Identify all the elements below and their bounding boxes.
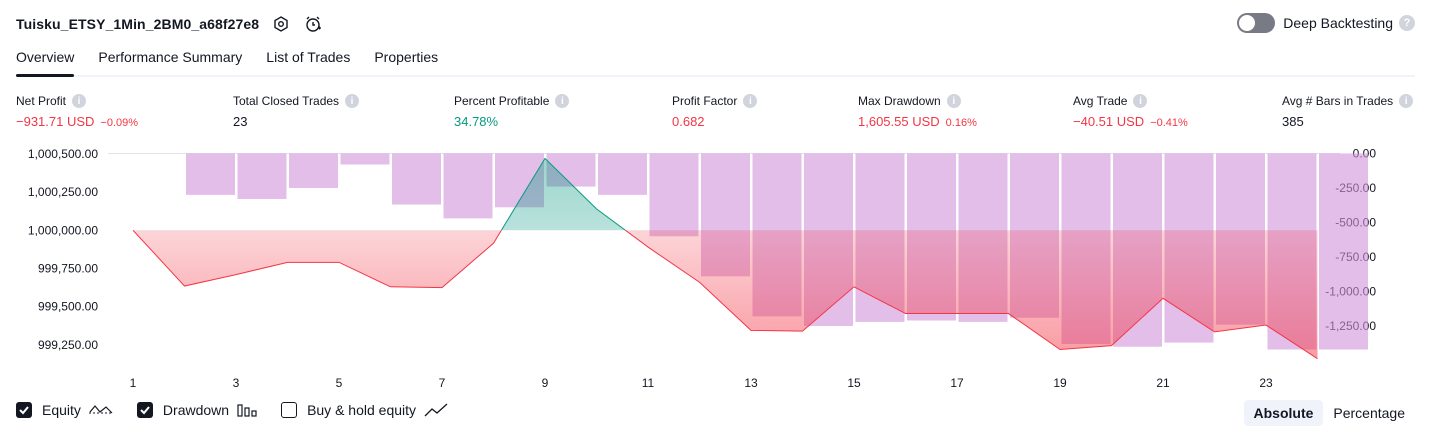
metric-value: 0.682 <box>672 114 705 129</box>
x-tick-label: 15 <box>847 376 861 390</box>
x-tick-label: 7 <box>439 376 446 390</box>
equity-drawdown-chart[interactable]: 1,000,500.00 1,000,250.00 1,000,000.00 999,… <box>0 136 1431 394</box>
legend-drawdown-label: Drawdown <box>163 402 229 418</box>
x-tick-label: 9 <box>542 376 549 390</box>
x-tick-label: 5 <box>336 376 343 390</box>
bar-chart-icon <box>237 402 257 418</box>
metric-percent: −0.09% <box>100 117 138 129</box>
tab-overview[interactable]: Overview <box>16 46 74 75</box>
info-icon[interactable]: i <box>1133 94 1147 108</box>
trend-line-icon <box>424 402 448 418</box>
metric-percent: −0.41% <box>1150 117 1188 129</box>
left-tick-label: 999,750.00 <box>38 261 98 275</box>
metric-label: Avg Trade <box>1073 94 1127 108</box>
left-axis: 1,000,500.00 1,000,250.00 1,000,000.00 999,… <box>28 147 98 352</box>
tab-performance-summary[interactable]: Performance Summary <box>98 46 242 75</box>
x-tick-label: 1 <box>130 376 137 390</box>
left-tick-label: 1,000,250.00 <box>28 185 98 199</box>
drawdown-bar <box>444 153 493 218</box>
legend-equity-label: Equity <box>42 402 81 418</box>
metric-total-closed-trades: Total Closed Trades i 23 <box>233 94 359 129</box>
metric-net-profit: Net Profit i −931.71 USD −0.09% <box>16 94 138 129</box>
metric-label: Percent Profitable <box>454 94 549 108</box>
drawdown-bar <box>1319 153 1368 349</box>
equity-line-icon <box>89 402 113 418</box>
x-axis: 1 3 5 7 9 11 13 15 17 19 21 23 <box>130 376 1273 390</box>
metric-avg-bars: Avg # Bars in Trades i 385 <box>1282 94 1413 129</box>
legend-buy-hold[interactable]: Buy & hold equity <box>281 402 448 418</box>
drawdown-bar <box>186 153 235 194</box>
metric-avg-trade: Avg Trade i −40.51 USD −0.41% <box>1073 94 1188 129</box>
info-icon[interactable]: i <box>947 94 961 108</box>
deep-backtesting-toggle[interactable] <box>1237 13 1275 33</box>
left-tick-label: 999,500.00 <box>38 300 98 314</box>
info-icon[interactable]: i <box>743 94 757 108</box>
metrics-row: Net Profit i −931.71 USD −0.09% Total Clos… <box>16 94 1415 130</box>
metric-label: Avg # Bars in Trades <box>1282 94 1393 108</box>
metric-label: Profit Factor <box>672 94 737 108</box>
drawdown-bar <box>598 153 647 194</box>
metric-percent: 0.16% <box>946 117 977 129</box>
legend-equity[interactable]: Equity <box>16 402 113 418</box>
left-tick-label: 1,000,000.00 <box>28 223 98 237</box>
metric-profit-factor: Profit Factor i 0.682 <box>672 94 757 129</box>
alarm-icon[interactable] <box>303 14 323 34</box>
metric-percent-profitable: Percent Profitable i 34.78% <box>454 94 569 129</box>
x-tick-label: 13 <box>744 376 758 390</box>
info-icon[interactable]: i <box>1399 94 1413 108</box>
checkbox-checked-icon[interactable] <box>137 402 153 418</box>
info-icon[interactable]: i <box>72 94 86 108</box>
left-tick-label: 999,250.00 <box>38 338 98 352</box>
legend-buyhold-label: Buy & hold equity <box>307 402 416 418</box>
tab-properties[interactable]: Properties <box>374 46 438 75</box>
checkbox-checked-icon[interactable] <box>16 402 32 418</box>
mode-absolute[interactable]: Absolute <box>1244 400 1324 426</box>
tab-bar: Overview Performance Summary List of Tra… <box>16 46 1415 77</box>
metric-value: −40.51 USD <box>1073 114 1144 129</box>
metric-value: 1,605.55 USD <box>858 114 940 129</box>
x-tick-label: 11 <box>642 376 655 390</box>
metric-value: −931.71 USD <box>16 114 94 129</box>
drawdown-bar <box>650 153 699 236</box>
metric-label: Max Drawdown <box>858 94 941 108</box>
drawdown-bar <box>392 153 441 204</box>
strategy-title: Tuisku_ETSY_1Min_2BM0_a68f27e8 <box>16 16 259 32</box>
checkbox-unchecked-icon[interactable] <box>281 402 297 418</box>
settings-icon[interactable] <box>271 14 291 34</box>
deep-backtesting: Deep Backtesting ? <box>1237 13 1415 33</box>
x-tick-label: 23 <box>1259 376 1273 390</box>
strategy-header: Tuisku_ETSY_1Min_2BM0_a68f27e8 <box>16 12 323 36</box>
metric-value: 34.78% <box>454 114 498 129</box>
drawdown-bar <box>341 153 390 164</box>
metric-value: 385 <box>1282 114 1304 129</box>
scale-mode-switch: Absolute Percentage <box>1244 400 1416 426</box>
chart-legend: Equity Drawdown Buy & hold equity <box>16 402 472 418</box>
tab-list-of-trades[interactable]: List of Trades <box>266 46 350 75</box>
metric-value: 23 <box>233 114 247 129</box>
toggle-knob <box>1239 15 1255 31</box>
x-tick-label: 3 <box>233 376 240 390</box>
x-tick-label: 21 <box>1156 376 1170 390</box>
x-tick-label: 17 <box>950 376 964 390</box>
deep-backtesting-label: Deep Backtesting <box>1283 15 1393 31</box>
drawdown-bar <box>289 153 338 188</box>
drawdown-bar <box>238 153 287 199</box>
legend-drawdown[interactable]: Drawdown <box>137 402 257 418</box>
info-icon[interactable]: i <box>555 94 569 108</box>
left-tick-label: 1,000,500.00 <box>28 147 98 161</box>
mode-percentage[interactable]: Percentage <box>1323 400 1415 426</box>
metric-label: Net Profit <box>16 94 66 108</box>
x-tick-label: 19 <box>1053 376 1067 390</box>
help-icon[interactable]: ? <box>1399 15 1415 31</box>
info-icon[interactable]: i <box>345 94 359 108</box>
metric-max-drawdown: Max Drawdown i 1,605.55 USD 0.16% <box>858 94 977 129</box>
metric-label: Total Closed Trades <box>233 94 339 108</box>
